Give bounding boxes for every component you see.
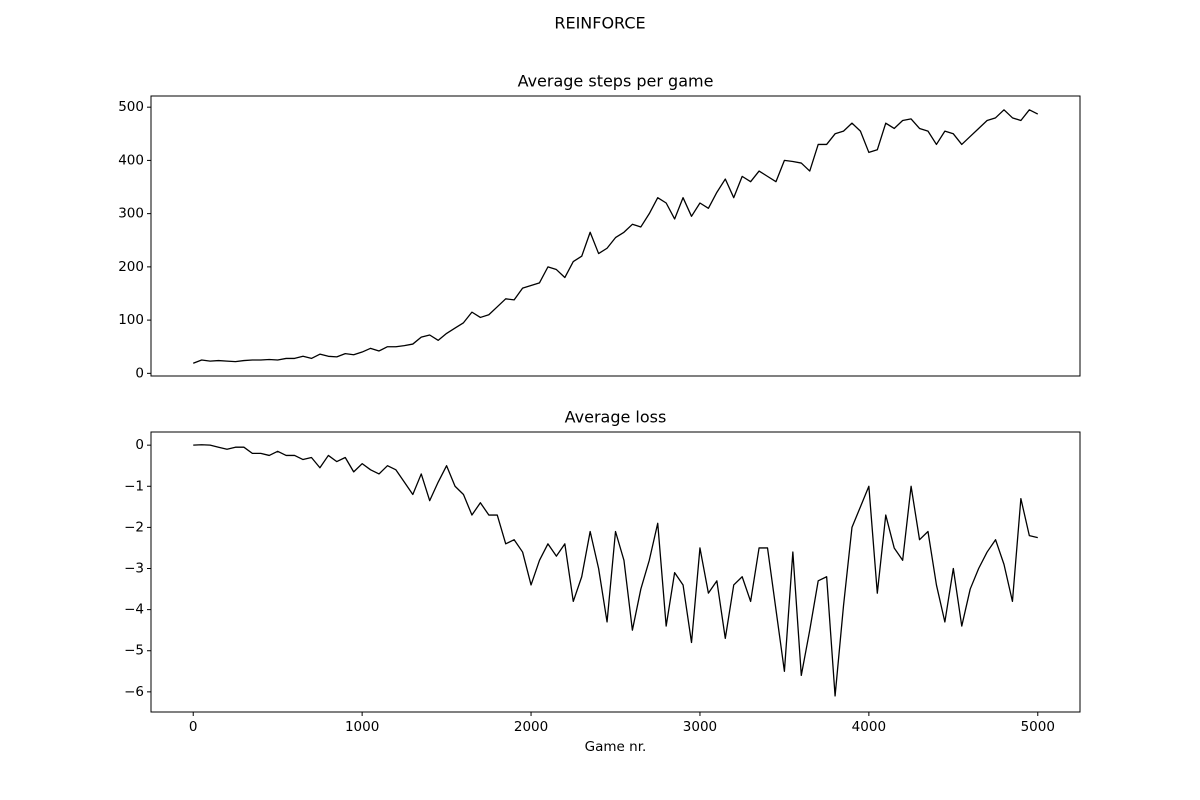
y-tick-label: −2	[124, 519, 144, 535]
y-tick-label: 300	[118, 206, 144, 222]
data-line	[193, 109, 1039, 364]
x-tick-label: 2000	[514, 719, 548, 735]
y-tick-label: 500	[118, 99, 144, 115]
y-tick-label: 0	[135, 365, 144, 381]
y-tick-label: −3	[124, 561, 144, 577]
x-tick-label: 1000	[345, 719, 379, 735]
y-tick-label: 400	[118, 152, 144, 168]
axes-frame	[150, 431, 1081, 713]
axes-title: Average steps per game	[518, 72, 714, 91]
y-tick-label: −6	[124, 684, 144, 700]
x-tick-label: 4000	[852, 719, 886, 735]
axes-frame	[150, 95, 1081, 377]
y-tick-label: −4	[124, 602, 144, 618]
x-tick-label: 3000	[683, 719, 717, 735]
y-tick-label: 100	[118, 312, 144, 328]
axes-title: Average loss	[565, 408, 667, 427]
y-tick-label: −1	[124, 478, 144, 494]
x-axis-label: Game nr.	[585, 739, 647, 755]
figure-title: REINFORCE	[554, 14, 645, 33]
x-tick-label: 0	[189, 719, 198, 735]
data-line	[193, 444, 1038, 697]
y-tick-label: 200	[118, 259, 144, 275]
y-tick-label: 0	[135, 437, 144, 453]
y-tick-label: −5	[124, 643, 144, 659]
x-tick-label: 5000	[1021, 719, 1055, 735]
